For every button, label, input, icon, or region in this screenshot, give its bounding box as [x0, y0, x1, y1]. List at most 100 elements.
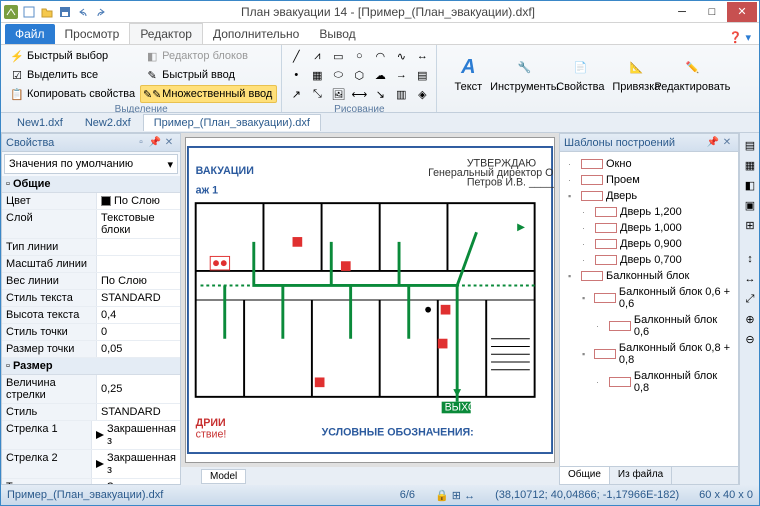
arc-icon[interactable]: ◠ [370, 47, 390, 65]
template-node[interactable]: ·Проем [564, 172, 734, 188]
sidebar-tool-icon[interactable]: ↔ [742, 271, 758, 287]
minimize-button[interactable]: ─ [667, 2, 697, 22]
template-node[interactable]: ·Балконный блок 0,6 [564, 312, 734, 340]
template-node[interactable]: ·Дверь 0,900 [564, 236, 734, 252]
prop-row[interactable]: Стрелка 1Закрашенная з [2, 421, 180, 450]
sidebar-tool-icon[interactable]: ⊕ [742, 311, 758, 327]
prop-category[interactable]: ▫ Общие [2, 176, 180, 193]
prop-row[interactable]: Тип линии [2, 239, 180, 256]
tab-extra[interactable]: Дополнительно [203, 24, 309, 44]
template-node[interactable]: ·Дверь 1,000 [564, 220, 734, 236]
doc-tab-active[interactable]: Пример_(План_эвакуации).dxf [143, 114, 321, 131]
text-button[interactable]: AТекст [441, 47, 495, 101]
sidebar-tool-icon[interactable]: ⊞ [742, 217, 758, 233]
canvas-title: ВАКУАЦИИ [196, 165, 254, 177]
ribbon: ⚡Быстрый выбор ☑Выделить все 📋Копировать… [1, 45, 759, 113]
template-node[interactable]: ·Дверь 1,200 [564, 204, 734, 220]
ellipse-icon[interactable]: ⬭ [328, 66, 348, 84]
point-icon[interactable]: • [286, 66, 306, 84]
drawing-canvas[interactable]: ВАКУАЦИИ аж 1 УТВЕРЖДАЮ Генеральный дире… [185, 137, 555, 463]
template-node[interactable]: ·Окно [564, 156, 734, 172]
select-all-button[interactable]: ☑Выделить все [5, 66, 140, 84]
table-icon[interactable]: ▥ [391, 85, 411, 103]
arrow-icon[interactable]: → [391, 66, 411, 84]
quick-input-button[interactable]: ✎Быстрый ввод [140, 66, 277, 84]
leader-icon[interactable]: ↘ [370, 85, 390, 103]
open-icon[interactable] [39, 4, 55, 20]
prop-category[interactable]: ▫ Размер [2, 358, 180, 375]
polyline-icon[interactable]: ⩘ [307, 47, 327, 65]
line-icon[interactable]: ╱ [286, 47, 306, 65]
sidebar-tool-icon[interactable]: ↕ [742, 251, 758, 267]
spline-icon[interactable]: ∿ [391, 47, 411, 65]
rect-icon[interactable]: ▭ [328, 47, 348, 65]
ray-icon[interactable]: ↗ [286, 85, 306, 103]
prop-row[interactable]: Вес линииПо Слою [2, 273, 180, 290]
panel-close-icon[interactable]: ✕ [720, 136, 734, 150]
maximize-button[interactable]: □ [697, 2, 727, 22]
redo-icon[interactable] [93, 4, 109, 20]
sidebar-tool-icon[interactable]: ▣ [742, 197, 758, 213]
sidebar-tool-icon[interactable]: ▦ [742, 157, 758, 173]
prop-row[interactable]: Размер точки0,05 [2, 341, 180, 358]
prop-row[interactable]: СлойТекстовые блоки [2, 210, 180, 239]
template-node[interactable]: ·Балконный блок 0,8 [564, 368, 734, 396]
copy-props-button[interactable]: 📋Копировать свойства [5, 85, 140, 103]
new-icon[interactable] [21, 4, 37, 20]
doc-tab[interactable]: New2.dxf [75, 115, 141, 131]
edit-button[interactable]: ✏️Редактировать [665, 47, 719, 101]
sidebar-tool-icon[interactable]: ⊖ [742, 331, 758, 347]
sidebar-tool-icon[interactable]: ⤢ [742, 291, 758, 307]
image-icon[interactable]: 🖼 [328, 85, 348, 103]
sidebar-tool-icon[interactable]: ▤ [742, 137, 758, 153]
prop-row[interactable]: Высота текста0,4 [2, 307, 180, 324]
template-node[interactable]: ▪Балконный блок 0,8 + 0,8 [564, 340, 734, 368]
template-node[interactable]: ▪Балконный блок [564, 268, 734, 284]
status-count: 6/6 [400, 489, 415, 501]
status-icons[interactable]: 🔒 ⊞ ↔ [435, 489, 475, 502]
prop-row[interactable]: Величина стрелки0,25 [2, 375, 180, 404]
template-node[interactable]: ·Дверь 0,700 [564, 252, 734, 268]
undo-icon[interactable] [75, 4, 91, 20]
hatch-icon[interactable]: ▦ [307, 66, 327, 84]
close-button[interactable]: ✕ [727, 2, 757, 22]
xline-icon[interactable]: ⤡ [307, 85, 327, 103]
sidebar-tool-icon[interactable]: ◧ [742, 177, 758, 193]
quick-select-button[interactable]: ⚡Быстрый выбор [5, 47, 140, 65]
move-icon[interactable]: ↔ [412, 47, 432, 65]
tab-output[interactable]: Вывод [309, 24, 365, 44]
tab-file[interactable]: Файл [5, 24, 55, 44]
cloud-icon[interactable]: ☁ [370, 66, 390, 84]
prop-row[interactable]: Масштаб линии [2, 256, 180, 273]
tmpl-tab-common[interactable]: Общие [560, 467, 610, 484]
panel-float-icon[interactable]: ▫ [134, 136, 148, 150]
prop-row[interactable]: Стиль точки0 [2, 324, 180, 341]
props-button[interactable]: 📄Свойства [553, 47, 607, 101]
panel-pin-icon[interactable]: 📌 [706, 136, 720, 150]
prop-row[interactable]: Стрелка 2Закрашенная з [2, 450, 180, 479]
tab-view[interactable]: Просмотр [55, 24, 130, 44]
save-icon[interactable] [57, 4, 73, 20]
prop-row[interactable]: Тип стрелки выноснЗакрашенная з [2, 479, 180, 484]
doc-tab[interactable]: New1.dxf [7, 115, 73, 131]
props-selector[interactable]: Значения по умолчанию▾ [4, 154, 178, 174]
prop-row[interactable]: Стиль текстаSTANDARD [2, 290, 180, 307]
help-icon[interactable]: ❓ ▾ [729, 31, 751, 44]
prop-row[interactable]: ЦветПо Слою [2, 193, 180, 210]
tools-button[interactable]: 🔧Инструменты [497, 47, 551, 101]
tmpl-tab-file[interactable]: Из файла [610, 467, 672, 484]
dim-icon[interactable]: ⟷ [349, 85, 369, 103]
template-node[interactable]: ▪Дверь [564, 188, 734, 204]
panel-pin-icon[interactable]: 📌 [148, 136, 162, 150]
grid-icon[interactable]: ▤ [412, 66, 432, 84]
tab-editor[interactable]: Редактор [129, 23, 203, 44]
template-node[interactable]: ▪Балконный блок 0,6 + 0,6 [564, 284, 734, 312]
app-icon[interactable] [3, 4, 19, 20]
panel-close-icon[interactable]: ✕ [162, 136, 176, 150]
region-icon[interactable]: ◈ [412, 85, 432, 103]
multi-input-button[interactable]: ✎✎Множественный ввод [140, 85, 277, 103]
polygon-icon[interactable]: ⬡ [349, 66, 369, 84]
prop-row[interactable]: СтильSTANDARD [2, 404, 180, 421]
circle-icon[interactable]: ○ [349, 47, 369, 65]
model-tab[interactable]: Model [201, 469, 246, 484]
